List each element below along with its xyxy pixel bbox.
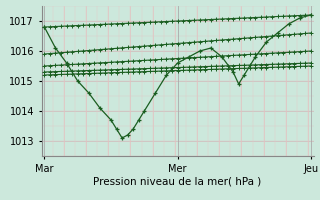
X-axis label: Pression niveau de la mer( hPa ): Pression niveau de la mer( hPa ) xyxy=(93,176,262,186)
